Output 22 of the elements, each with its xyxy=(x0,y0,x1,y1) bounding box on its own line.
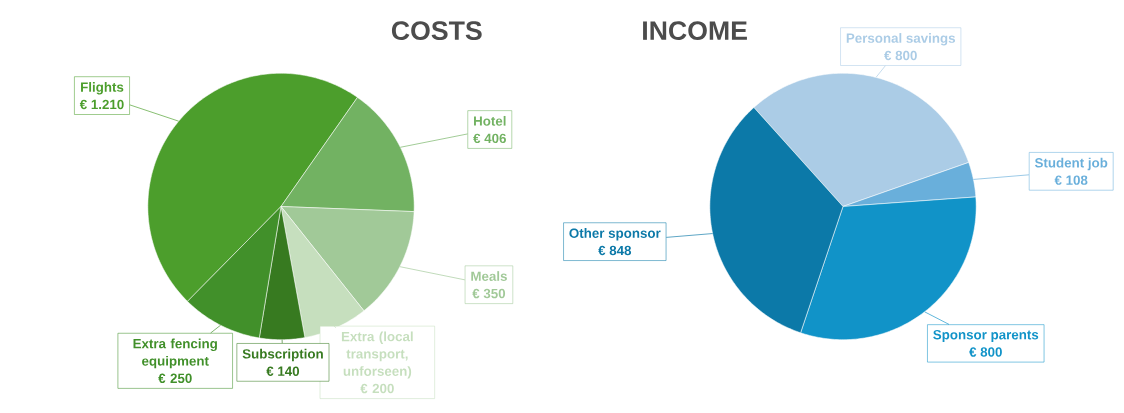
chart-title: COSTS xyxy=(391,21,482,41)
slice-label: Hotel xyxy=(474,115,506,126)
data-label: € 140 xyxy=(266,366,300,376)
slice-label: Personal savings xyxy=(846,33,956,46)
data-label: € 350 xyxy=(472,288,506,299)
slice-label: Student job xyxy=(1034,157,1108,171)
slice-label: Subscription xyxy=(242,348,323,362)
slice-label: Sponsor parents xyxy=(933,330,1039,343)
data-label: € 250 xyxy=(158,373,192,384)
data-label: € 848 xyxy=(598,245,632,256)
data-label: € 406 xyxy=(473,133,506,144)
data-label: € 800 xyxy=(884,50,917,61)
slice-label: Extra fencing equipment xyxy=(133,338,217,369)
slice-label: Flights xyxy=(81,82,124,95)
slice-label: Other sponsor xyxy=(569,228,661,241)
slice-label: Extra (local transport, unforseen) xyxy=(341,331,413,379)
data-label: € 108 xyxy=(1054,175,1088,185)
data-label: € 1.210 xyxy=(79,99,124,110)
slice-label: Meals xyxy=(471,271,507,281)
chart-title: INCOME xyxy=(643,21,747,41)
data-label: € 800 xyxy=(969,347,1002,357)
data-label: € 200 xyxy=(360,383,394,394)
